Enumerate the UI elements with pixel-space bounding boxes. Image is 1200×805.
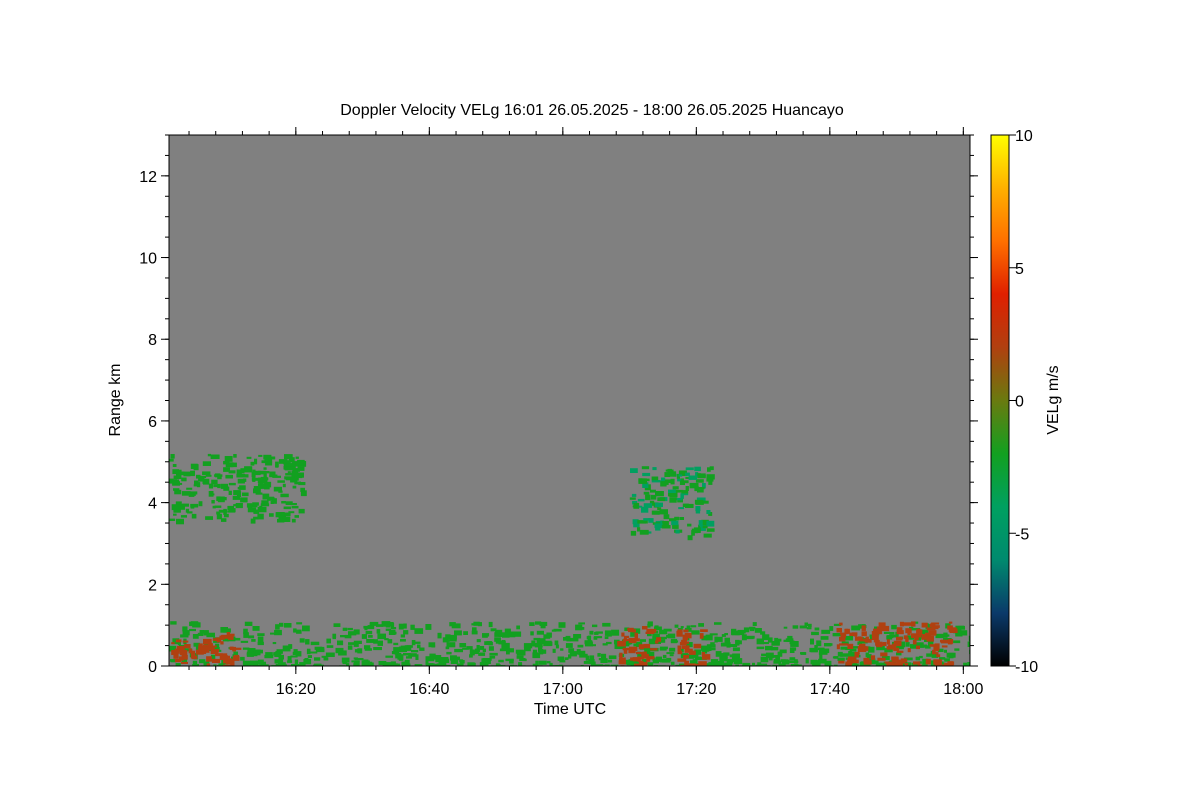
x-axis: 16:20 16:40 17:00 17:20 17:40 18:00 — [188, 127, 983, 698]
y-axis: 0 2 4 6 8 10 12 — [139, 134, 978, 676]
colorbar-label: VELg m/s — [1045, 365, 1062, 434]
y-tick-label: 0 — [148, 659, 157, 676]
echo-region — [171, 632, 242, 666]
echo-region — [169, 453, 307, 525]
chart-title: Doppler Velocity VELg 16:01 26.05.2025 -… — [340, 102, 844, 119]
colorbar-tick-label: -5 — [1015, 526, 1029, 543]
x-tick-label: 17:40 — [810, 681, 850, 698]
y-tick-label: 8 — [148, 332, 157, 349]
x-tick-label: 18:00 — [943, 681, 983, 698]
echo-region — [629, 466, 715, 541]
colorbar-ticks: 10 5 0 -5 -10 — [1009, 128, 1038, 676]
colorbar — [990, 134, 1010, 667]
y-tick-label: 6 — [148, 414, 157, 431]
colorbar-tick-label: -10 — [1015, 659, 1038, 676]
y-axis-label: Range km — [107, 364, 124, 437]
echo-region — [617, 626, 662, 666]
y-tick-label: 4 — [148, 496, 157, 513]
colorbar-tick-label: 5 — [1015, 261, 1024, 278]
x-axis-label: Time UTC — [534, 701, 606, 718]
y-tick-label: 12 — [139, 169, 157, 186]
echo-region — [676, 629, 711, 666]
x-tick-label: 17:20 — [676, 681, 716, 698]
x-tick-label: 16:20 — [276, 681, 316, 698]
y-tick-label: 2 — [148, 577, 157, 594]
echo-region — [836, 621, 958, 666]
x-tick-label: 17:00 — [543, 681, 583, 698]
echo-layer — [169, 453, 970, 666]
y-tick-label: 10 — [139, 251, 157, 268]
plot-background — [169, 135, 970, 666]
colorbar-tick-label: 10 — [1015, 128, 1033, 145]
x-tick-label: 16:40 — [409, 681, 449, 698]
colorbar-tick-label: 0 — [1015, 394, 1024, 411]
